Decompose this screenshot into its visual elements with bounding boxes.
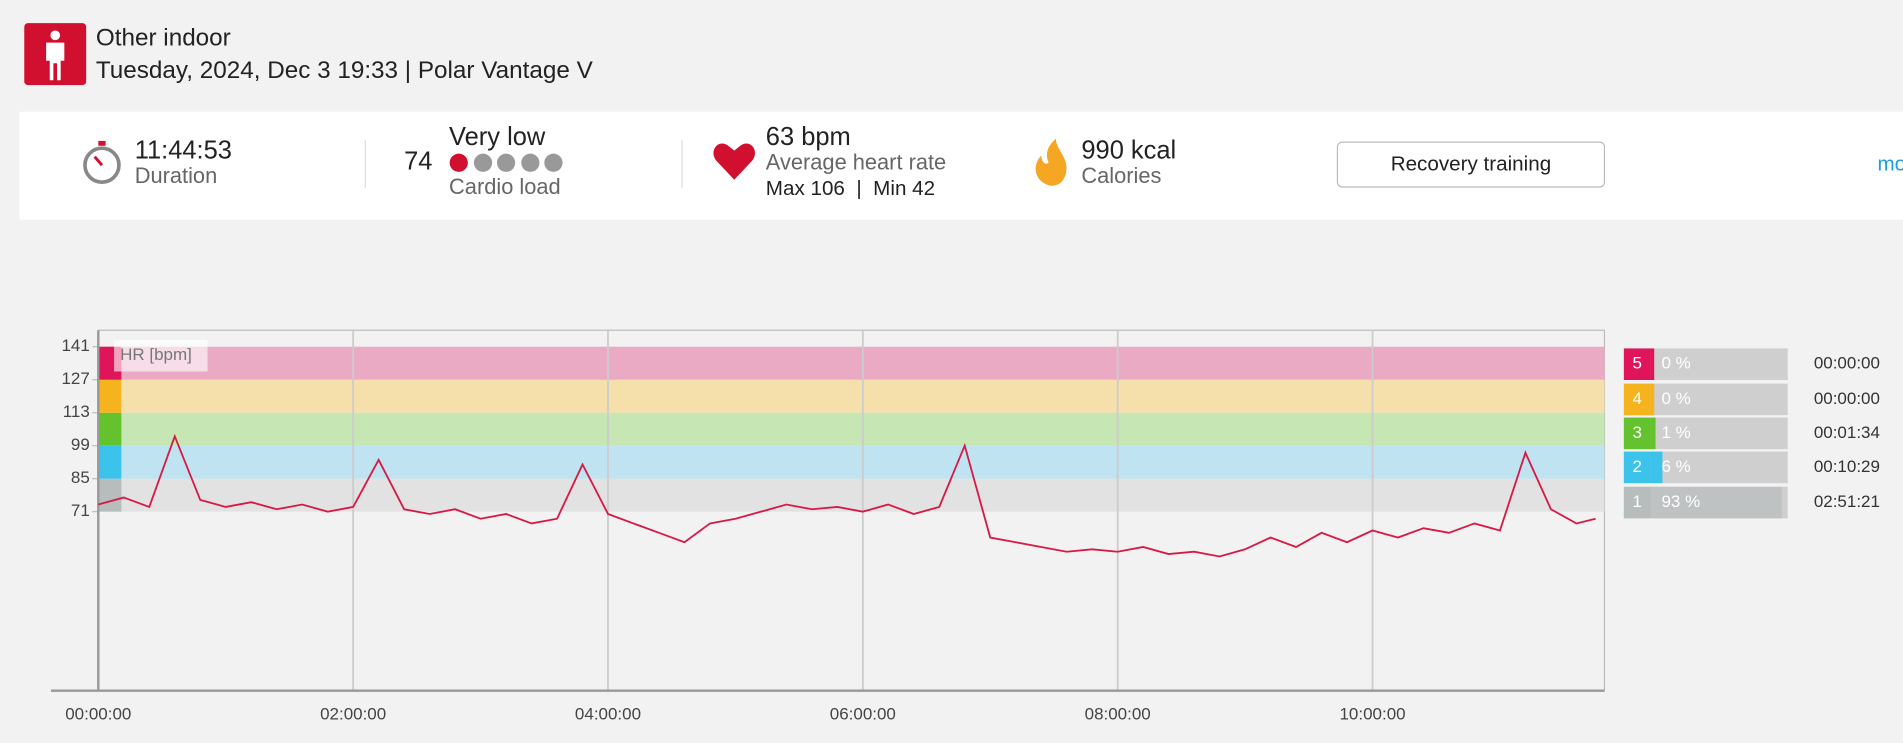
zone-percent: 0 % bbox=[1661, 389, 1690, 408]
zone-number: 3 bbox=[1632, 423, 1641, 442]
zone-bar bbox=[1650, 383, 1655, 416]
legend-label: HR [bpm] bbox=[120, 345, 192, 364]
calories: 990 kcal bbox=[1081, 137, 1176, 165]
benefit-text[interactable]: Recovery training bbox=[1391, 153, 1552, 176]
zone-time: 00:00:00 bbox=[1814, 389, 1880, 408]
zone-percent: 1 % bbox=[1661, 423, 1690, 442]
zone-time: 00:00:00 bbox=[1814, 354, 1880, 373]
y-tick-label: 113 bbox=[63, 402, 90, 421]
x-tick-label: 04:00:00 bbox=[575, 704, 641, 723]
zone-strip bbox=[98, 478, 122, 512]
cardio-label: Cardio load bbox=[449, 174, 561, 199]
flame-icon bbox=[1035, 138, 1067, 186]
cardio-load: 74 bbox=[404, 147, 432, 175]
stopwatch-icon bbox=[83, 140, 121, 184]
zone-percent: 6 % bbox=[1661, 457, 1690, 476]
zone-bar bbox=[1650, 451, 1663, 484]
zone-band bbox=[98, 478, 1605, 512]
duration-label: Duration bbox=[135, 163, 218, 188]
title: Other indoor bbox=[96, 24, 231, 51]
x-tick-label: 02:00:00 bbox=[320, 704, 386, 723]
zone-bar bbox=[1650, 348, 1655, 380]
heart-icon bbox=[713, 143, 756, 180]
subtitle: Tuesday, 2024, Dec 3 19:33 | Polar Vanta… bbox=[96, 57, 594, 84]
zone-band bbox=[98, 379, 1605, 413]
zone-strip bbox=[98, 445, 122, 479]
zone-bar bbox=[1650, 417, 1656, 450]
x-tick-label: 06:00:00 bbox=[830, 704, 896, 723]
zone-time: 00:10:29 bbox=[1814, 457, 1880, 476]
zone-percent: 93 % bbox=[1661, 492, 1700, 511]
more-link[interactable]: mo bbox=[1878, 153, 1903, 176]
x-tick-label: 08:00:00 bbox=[1085, 704, 1151, 723]
zone-time: 02:51:21 bbox=[1814, 492, 1880, 511]
zone-strip bbox=[98, 412, 122, 446]
zone-percent: 0 % bbox=[1661, 354, 1690, 373]
zone-num-box bbox=[1623, 451, 1651, 484]
zone-band bbox=[98, 346, 1605, 380]
benefit-button[interactable] bbox=[1336, 141, 1606, 188]
hr-chart: 71 85 99 113 127 141 00:00:00 02:00:00 04:00:00 0… bbox=[50, 329, 1880, 723]
zone-time: 00:01:34 bbox=[1814, 423, 1880, 442]
zone-number: 4 bbox=[1632, 389, 1641, 408]
zone-band bbox=[98, 445, 1605, 479]
duration: 11:44:53 bbox=[135, 137, 232, 165]
x-tick-label: 10:00:00 bbox=[1339, 704, 1405, 723]
y-tick-label: 85 bbox=[71, 468, 90, 487]
y-tick-label: 141 bbox=[61, 336, 89, 355]
zone-num-box bbox=[1623, 486, 1651, 519]
zone-band bbox=[98, 412, 1605, 446]
y-tick-label: 71 bbox=[71, 501, 90, 520]
avg-hr: 63 bpm bbox=[766, 123, 851, 151]
hr-line bbox=[98, 433, 1596, 558]
zone-number: 2 bbox=[1632, 457, 1641, 476]
y-tick-label: 99 bbox=[71, 435, 90, 454]
calories-label: Calories bbox=[1081, 163, 1161, 188]
hr-range: Max 106 | Min 42 bbox=[766, 177, 935, 200]
x-tick-label: 00:00:00 bbox=[65, 704, 131, 723]
zone-bar bbox=[1650, 486, 1782, 519]
legend-box bbox=[114, 339, 208, 372]
cardio-dots bbox=[449, 153, 563, 172]
y-tick-label: 127 bbox=[61, 369, 89, 388]
zone-num-box bbox=[1623, 383, 1651, 416]
zone-number: 5 bbox=[1632, 354, 1641, 373]
avg-hr-label: Average heart rate bbox=[766, 150, 946, 175]
summary-bar bbox=[19, 111, 1903, 220]
zone-number: 1 bbox=[1632, 492, 1641, 511]
zone-num-box bbox=[1623, 348, 1651, 380]
zone-strip bbox=[98, 379, 122, 413]
cardio-level: Very low bbox=[449, 123, 546, 151]
zone-num-box bbox=[1623, 417, 1651, 450]
